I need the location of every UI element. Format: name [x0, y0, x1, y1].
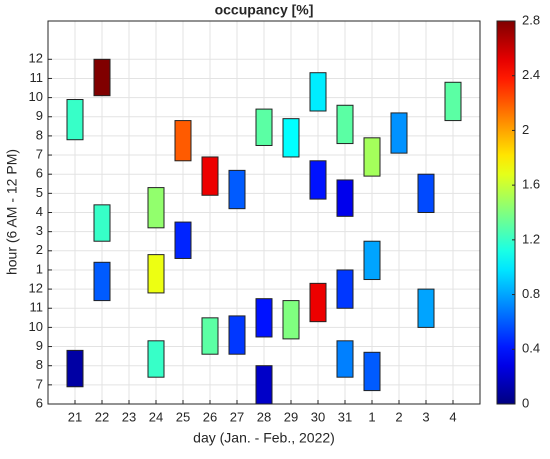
y-tick-label: 3	[36, 223, 43, 238]
occupancy-block	[93, 58, 111, 97]
x-tick-label: 29	[284, 409, 298, 424]
occupancy-block	[309, 72, 327, 112]
x-tick-label: 30	[311, 409, 325, 424]
occupancy-block	[228, 315, 246, 355]
x-axis-label: day (Jan. - Feb., 2022)	[193, 430, 335, 446]
occupancy-block	[336, 340, 354, 378]
occupancy-block	[255, 298, 273, 338]
y-tick-label: 9	[36, 108, 43, 123]
y-axis-label: hour (6 AM - 12 PM)	[4, 149, 20, 275]
occupancy-block	[66, 349, 84, 388]
x-tick-label: 23	[122, 409, 136, 424]
y-tick-label: 11	[30, 70, 44, 85]
occupancy-block	[363, 240, 381, 281]
x-tick-label: 31	[338, 409, 352, 424]
x-tick-label: 1	[368, 409, 375, 424]
y-tick-label: 11	[30, 300, 44, 315]
occupancy-block	[282, 118, 300, 158]
y-tick-label: 10	[29, 319, 43, 334]
y-tick-label: 8	[36, 127, 43, 142]
colorbar-tick-label: 1.6	[522, 177, 540, 192]
x-tick-label: 27	[230, 409, 244, 424]
occupancy-block	[417, 288, 435, 328]
occupancy-block	[363, 137, 381, 177]
y-tick-label: 12	[29, 281, 43, 296]
occupancy-block	[93, 261, 111, 302]
occupancy-block	[390, 112, 408, 154]
x-tick-label: 28	[257, 409, 271, 424]
occupancy-block	[174, 120, 192, 162]
x-tick-label: 24	[149, 409, 163, 424]
colorbar-tick-label: 1.2	[522, 231, 540, 246]
occupancy-block	[417, 173, 435, 213]
occupancy-block	[66, 99, 84, 141]
colorbar-tick-label: 2.4	[522, 67, 540, 82]
x-tick-label: 4	[449, 409, 456, 424]
y-tick-label: 6	[36, 395, 43, 410]
occupancy-block	[147, 187, 165, 229]
occupancy-block	[147, 340, 165, 378]
y-tick-label: 4	[36, 204, 43, 219]
y-tick-label: 1	[36, 261, 43, 276]
x-tick-label: 25	[176, 409, 190, 424]
occupancy-block	[309, 282, 327, 323]
occupancy-block	[255, 108, 273, 146]
occupancy-block	[363, 351, 381, 392]
colorbar-tick-label: 0	[522, 395, 529, 410]
occupancy-block	[93, 204, 111, 242]
occupancy-block	[201, 156, 219, 196]
chart-title: occupancy [%]	[215, 2, 314, 18]
occupancy-block	[336, 104, 354, 145]
x-tick-label: 3	[422, 409, 429, 424]
y-tick-label: 8	[36, 357, 43, 372]
colorbar-tick-label: 2.8	[522, 12, 540, 27]
occupancy-block	[255, 365, 273, 405]
y-tick-label: 9	[36, 338, 43, 353]
x-tick-label: 26	[203, 409, 217, 424]
y-tick-label: 7	[36, 376, 43, 391]
x-tick-label: 21	[68, 409, 82, 424]
colorbar	[496, 20, 516, 405]
y-tick-label: 12	[29, 51, 43, 66]
y-tick-label: 6	[36, 166, 43, 181]
x-tick-label: 22	[95, 409, 109, 424]
x-tick-label: 2	[395, 409, 402, 424]
colorbar-tick-label: 0.8	[522, 286, 540, 301]
y-tick-label: 10	[29, 89, 43, 104]
occupancy-block	[336, 269, 354, 309]
occupancy-block	[309, 160, 327, 200]
occupancy-block	[147, 254, 165, 294]
occupancy-block	[282, 300, 300, 340]
occupancy-block	[174, 221, 192, 259]
occupancy-block	[228, 169, 246, 210]
y-tick-label: 2	[36, 242, 43, 257]
colorbar-tick-label: 2	[522, 122, 529, 137]
y-tick-label: 5	[36, 185, 43, 200]
occupancy-block	[336, 179, 354, 217]
colorbar-tick-label: 0.4	[522, 341, 540, 356]
y-tick-label: 7	[36, 146, 43, 161]
occupancy-block	[444, 81, 462, 122]
occupancy-block	[201, 317, 219, 355]
